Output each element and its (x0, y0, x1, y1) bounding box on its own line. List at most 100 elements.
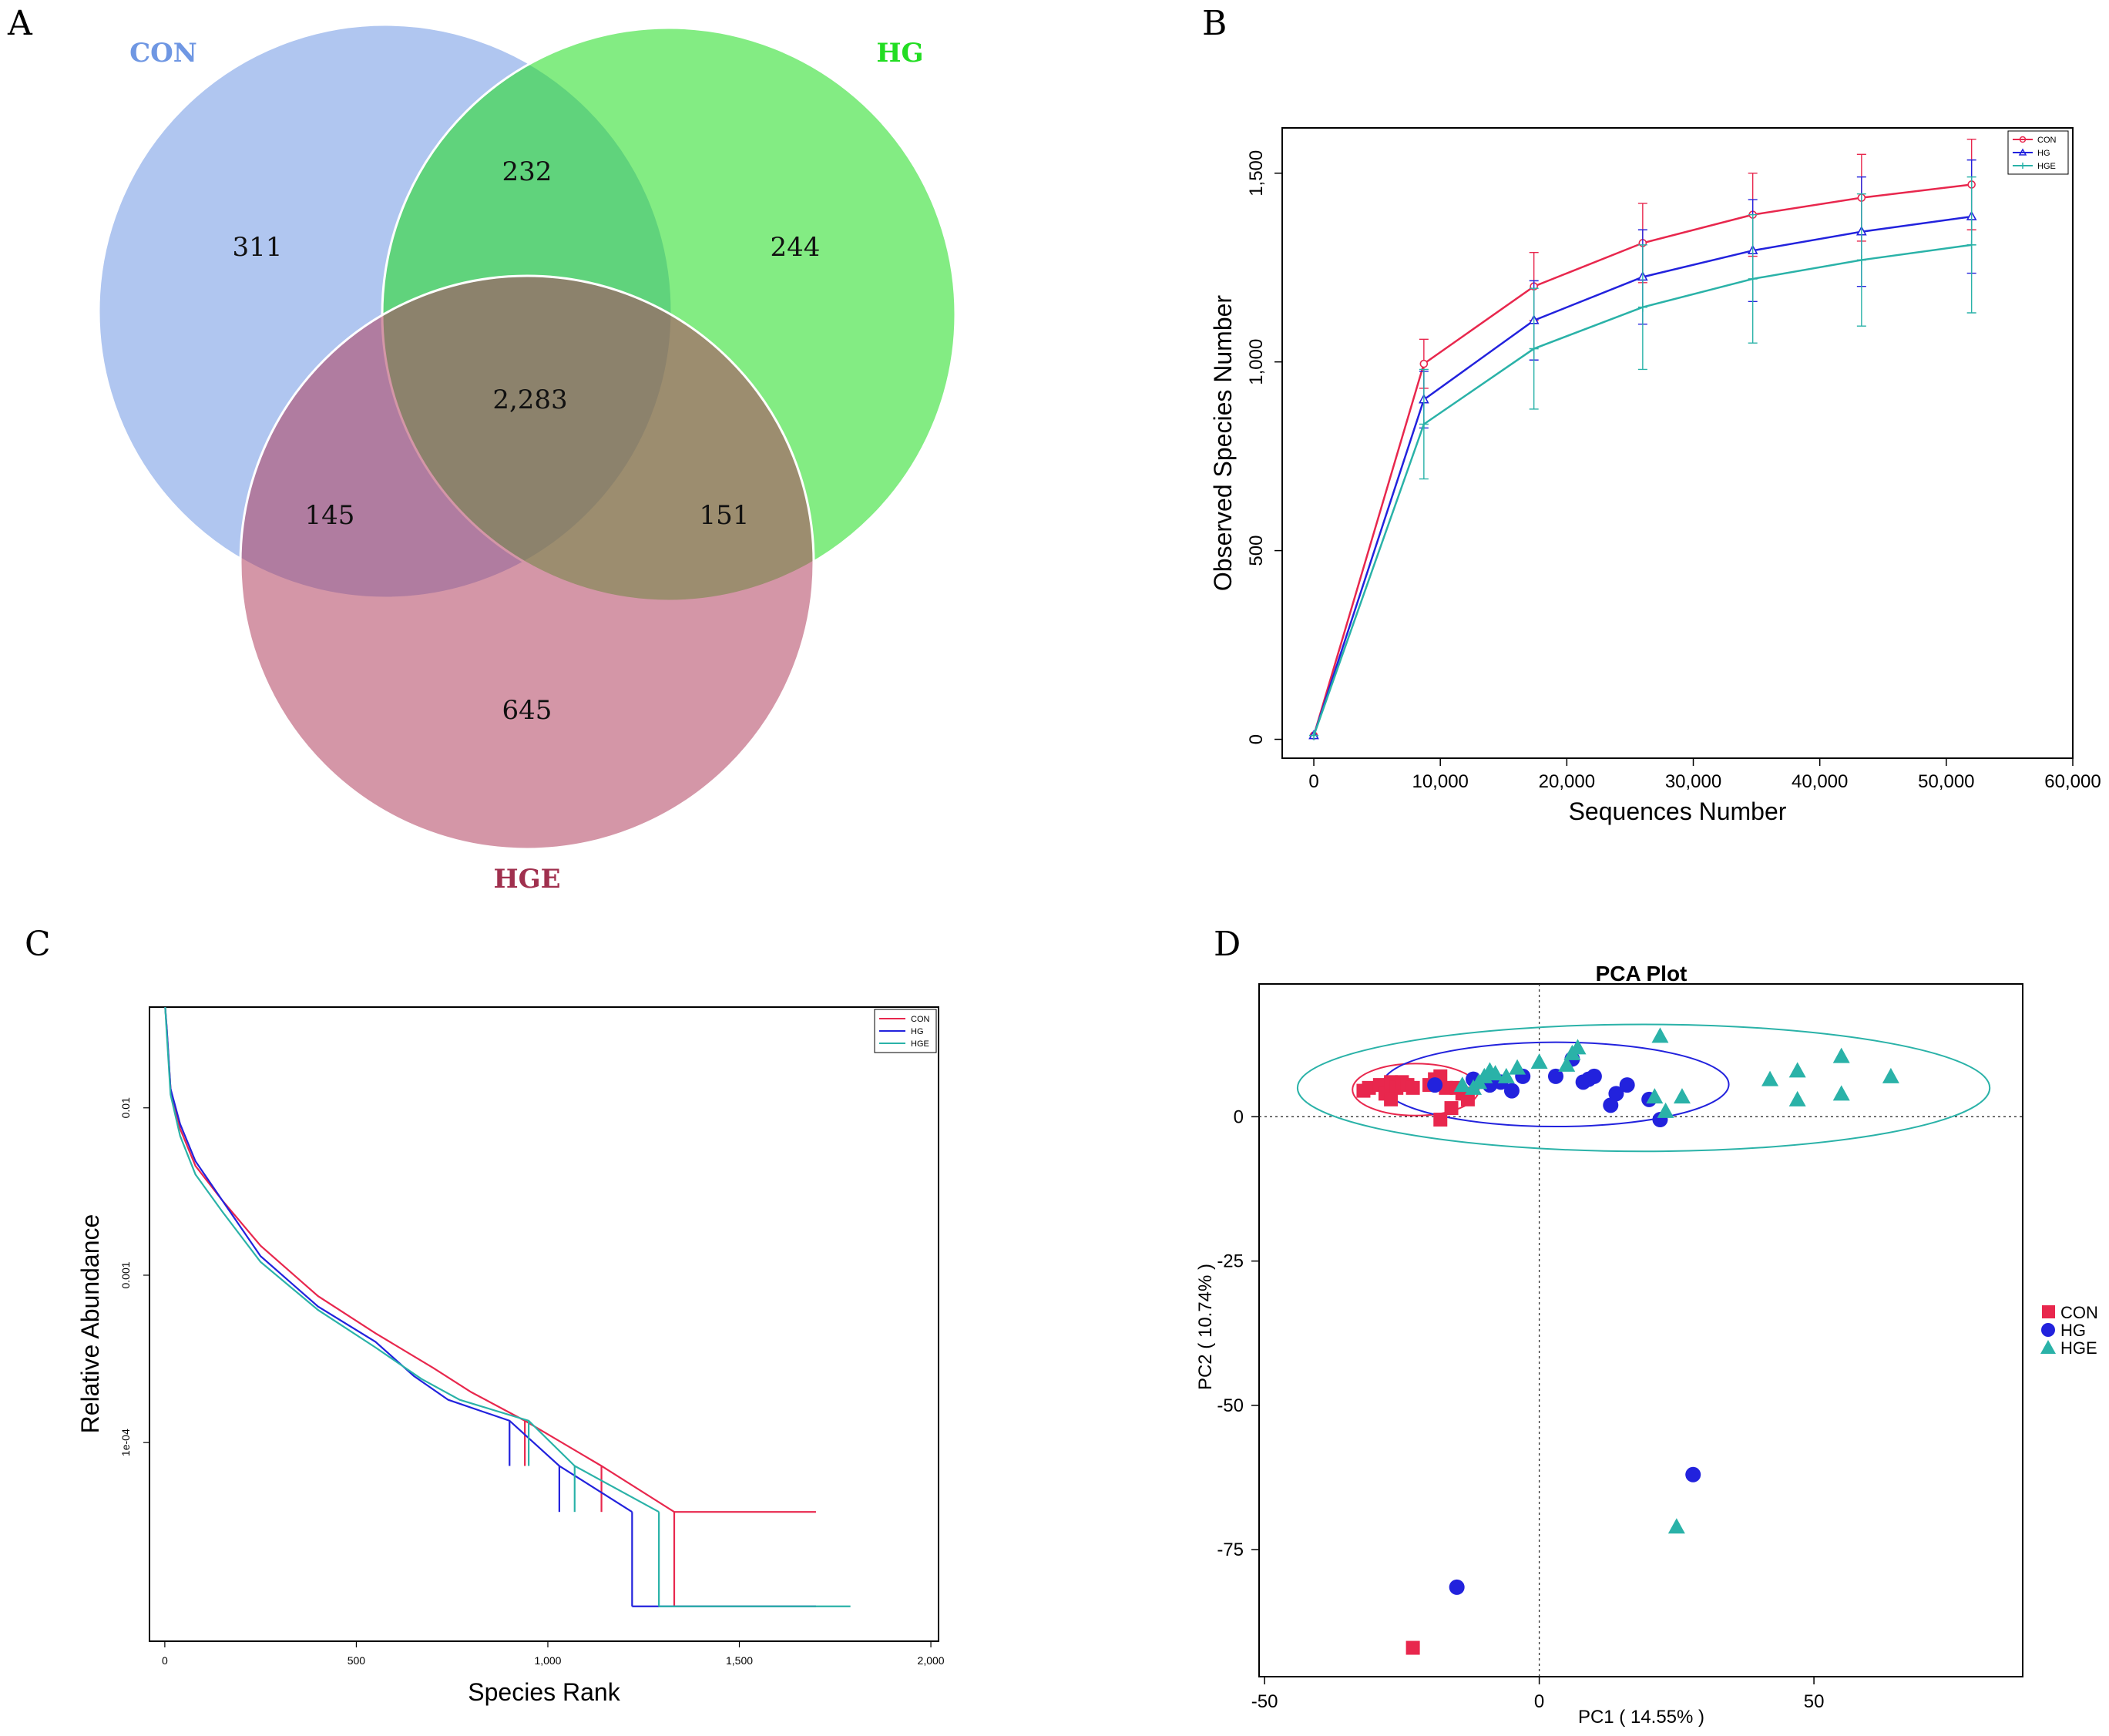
rarefaction-point-hge (1419, 419, 1429, 429)
pca-point-hge (1453, 1076, 1471, 1093)
rank-y-tick-label: 0.01 (119, 1097, 132, 1118)
venn-panel: A CON HG HGE 311 244 645 232 145 151 2,2… (7, 4, 957, 895)
pca-point-hge (1882, 1067, 1899, 1083)
pca-point-hg (1427, 1077, 1443, 1093)
pca-legend-label-hge: HGE (2060, 1338, 2097, 1358)
rarefaction-series (1308, 138, 1977, 740)
rank-x-tick-label: 1,000 (534, 1654, 561, 1667)
rarefaction-x-tick-label: 50,000 (1918, 771, 1974, 792)
rarefaction-point-hge (1856, 255, 1866, 265)
venn-count-hge-only: 645 (502, 695, 552, 726)
pca-x-tick-label: -50 (1251, 1691, 1278, 1712)
rarefaction-y-tick-label: 0 (1246, 734, 1267, 744)
pca-legend-marker-hge (2040, 1340, 2056, 1354)
pca-point-hge (1832, 1047, 1850, 1063)
rarefaction-y-tick-label: 1,000 (1246, 339, 1267, 385)
pca-point-hge (1761, 1070, 1779, 1086)
rank-x-tick-label: 500 (348, 1654, 366, 1667)
pca-point-hge (1657, 1102, 1674, 1118)
venn-set-label-con: CON (129, 38, 197, 69)
pca-point-hge (1530, 1053, 1548, 1069)
rarefaction-x-tick-label: 60,000 (2044, 771, 2101, 792)
pca-point-hg (1586, 1068, 1602, 1084)
pca-axes: -50 0 50 0 -25 -50 -75 (1217, 984, 2023, 1712)
venn-set-label-hg: HG (876, 38, 923, 69)
pca-x-tick-label: 0 (1534, 1691, 1544, 1712)
pca-point-hge (1788, 1090, 1806, 1106)
rarefaction-y-axis-title: Observed Species Number (1209, 295, 1237, 592)
pca-ellipse-hge (1296, 1023, 1991, 1153)
rank-plot-frame (149, 1006, 939, 1642)
pca-point-hg (1503, 1083, 1520, 1099)
rarefaction-x-tick-label: 20,000 (1539, 771, 1595, 792)
pca-point-hge (1569, 1039, 1587, 1055)
rank-y-axis-title: Relative Abundance (76, 1214, 104, 1434)
pca-y-tick-label: -50 (1217, 1395, 1244, 1416)
pca-point-con (1433, 1113, 1448, 1127)
rank-curve-hg (164, 1006, 633, 1513)
pca-point-hge (1558, 1056, 1576, 1072)
pca-x-tick-label: 50 (1804, 1691, 1825, 1712)
rarefaction-x-tick-label: 30,000 (1665, 771, 1721, 792)
rarefaction-legend: CON HG HGE (2007, 130, 2069, 175)
pca-points (1296, 1023, 1991, 1655)
pca-y-tick-label: 0 (1234, 1106, 1244, 1127)
rarefaction-point-hge (1748, 274, 1758, 284)
pca-y-axis-title: PC2 ( 10.74% ) (1195, 1264, 1216, 1390)
venn-count-hg-hge: 151 (700, 500, 750, 531)
rank-x-axis-title: Species Rank (468, 1678, 620, 1706)
pca-legend-marker-con (2042, 1305, 2055, 1318)
rarefaction-legend-label-hg: HG (2037, 149, 2050, 158)
rarefaction-legend-label-con: CON (2037, 136, 2057, 145)
rarefaction-x-tick-label: 40,000 (1792, 771, 1848, 792)
rarefaction-legend-marker-hge (2020, 163, 2026, 169)
pca-y-tick-label: -75 (1217, 1540, 1244, 1560)
pca-title: PCA Plot (1596, 962, 1688, 986)
pca-point-hge (1651, 1027, 1669, 1043)
pca-point-hge (1497, 1067, 1515, 1083)
panel-label-d: D (1214, 925, 1241, 964)
venn-count-hg-only: 244 (771, 232, 821, 263)
pca-point-hge (1673, 1088, 1691, 1104)
rarefaction-panel: B 0 10,000 20,000 30,000 40,000 50,000 60,0000… (1202, 4, 2101, 825)
pca-point-hg (1449, 1579, 1465, 1595)
pca-point-hg (1685, 1466, 1701, 1482)
pca-point-hge (1667, 1518, 1685, 1534)
rarefaction-x-axis-title: Sequences Number (1569, 797, 1787, 825)
rarefaction-point-hge (1637, 302, 1647, 312)
panel-label-c: C (25, 925, 51, 964)
rank-legend: CON HG HGE (874, 1009, 937, 1053)
pca-x-axis-title: PC1 ( 14.55% ) (1578, 1707, 1704, 1728)
rank-x-tick-label: 2,000 (918, 1654, 945, 1667)
rarefaction-y-tick-label: 1,500 (1246, 150, 1267, 196)
rank-x-tick-label: 1,500 (726, 1654, 753, 1667)
rank-curve-con (164, 1006, 816, 1513)
pca-legend-label-hg: HG (2060, 1321, 2086, 1340)
venn-set-label-hge: HGE (493, 864, 560, 895)
venn-count-con-only: 311 (233, 232, 283, 263)
pca-point-hge (1486, 1065, 1504, 1081)
panel-label-b: B (1202, 4, 1227, 43)
pca-point-hg (1608, 1086, 1624, 1102)
venn-circle-hge (239, 274, 815, 851)
pca-point-hge (1788, 1062, 1806, 1078)
rarefaction-point-hge (1966, 240, 1976, 250)
rank-axes: 0 500 1,000 1,500 2,000 0.01 0.001 1e-04 (119, 1097, 945, 1667)
rarefaction-point-con (1419, 359, 1429, 368)
pca-point-con (1444, 1101, 1459, 1116)
pca-point-hg (1603, 1097, 1619, 1113)
rank-series (164, 1006, 851, 1607)
pca-point-hg (1619, 1077, 1635, 1093)
rarefaction-legend-marker-hg (2018, 148, 2027, 156)
pca-legend-label-con: CON (2060, 1303, 2098, 1322)
venn-count-all: 2,283 (492, 384, 567, 415)
rarefaction-plot-frame (1281, 127, 2074, 759)
pca-legend: CON HG HGE (2040, 1303, 2098, 1358)
rank-abundance-panel: C 0 500 1,000 1,500 2,000 0.01 0.001 1e-04 Spec… (25, 925, 945, 1706)
pca-point-hge (1646, 1088, 1664, 1104)
rank-legend-label-hge: HGE (911, 1039, 929, 1049)
rarefaction-legend-marker-con (2019, 136, 2027, 143)
rarefaction-y-tick-label: 500 (1246, 536, 1267, 566)
rarefaction-point-hge (1529, 344, 1539, 354)
